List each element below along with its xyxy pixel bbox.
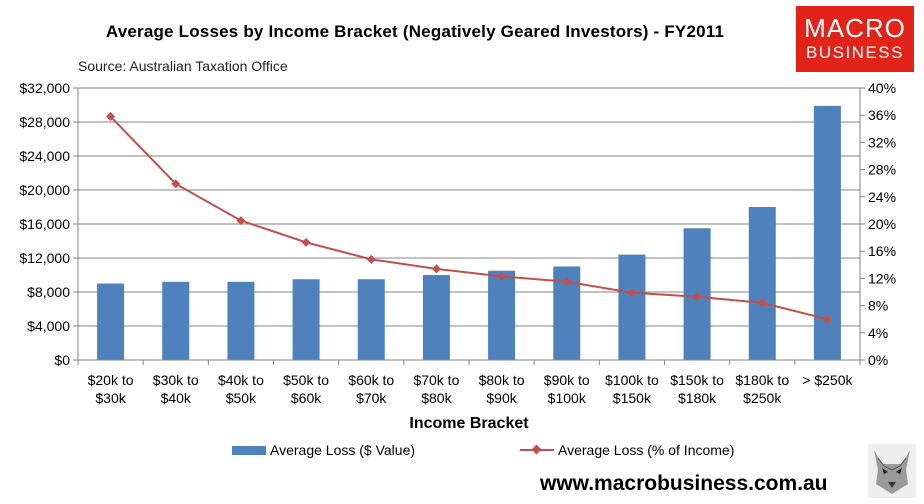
line-point	[497, 271, 507, 281]
legend-item-bar: Average Loss ($ Value)	[232, 442, 415, 458]
x-tick-label-line1: $70k to	[413, 372, 459, 388]
line-point	[562, 277, 572, 287]
wolf-mascot-icon	[868, 444, 916, 498]
y-left-tick-label: $24,000	[19, 148, 70, 164]
macrobusiness-logo: MACRO BUSINESS	[796, 6, 914, 72]
y-left-tick-label: $32,000	[19, 80, 70, 96]
x-tick-label-line1: $30k to	[153, 372, 199, 388]
x-tick-label-line2: $100k	[548, 390, 587, 406]
x-tick-label-line1: $20k to	[88, 372, 134, 388]
x-tick-label-line2: $70k	[356, 390, 387, 406]
chart-title: Average Losses by Income Bracket (Negati…	[105, 22, 725, 41]
legend-line-swatch	[520, 443, 554, 457]
bar	[618, 254, 646, 360]
legend-bar-label: Average Loss ($ Value)	[270, 442, 416, 458]
x-tick-label-line2: $30k	[95, 390, 126, 406]
legend-bar-swatch	[232, 445, 266, 455]
line-point	[757, 298, 767, 308]
x-tick-label-line1: $40k to	[218, 372, 264, 388]
bar	[357, 279, 385, 360]
y-left-tick-label: $20,000	[19, 182, 70, 198]
x-tick-label-line2: $250k	[743, 390, 782, 406]
y-left-tick-label: $16,000	[19, 216, 70, 232]
chart-legend: Average Loss ($ Value) Average Loss (% o…	[0, 442, 924, 462]
line-series	[109, 115, 828, 321]
bar	[292, 279, 320, 360]
y-right-tick-label: 36%	[868, 107, 896, 123]
x-tick-label-line2: $50k	[226, 390, 257, 406]
line-point	[822, 314, 832, 324]
x-tick-label-line1: $60k to	[348, 372, 394, 388]
line-point	[301, 237, 311, 247]
y-right-tick-label: 0%	[868, 352, 888, 368]
x-tick-label-line1: $80k to	[479, 372, 525, 388]
website-url: www.macrobusiness.com.au	[540, 472, 828, 495]
bar	[227, 281, 255, 360]
line-point	[171, 179, 181, 189]
chart-canvas: $0 $4,000 $8,000 $12,000 $16,000 $20,000 $24,0…	[19, 80, 896, 432]
line-point	[366, 254, 376, 264]
bar	[162, 281, 190, 360]
x-axis-title: Income Bracket	[409, 415, 529, 432]
y-left-tick-label: $12,000	[19, 250, 70, 266]
x-tick-label-line2: $180k	[678, 390, 717, 406]
y-left-tick-label: $0	[54, 352, 70, 368]
bar	[488, 270, 516, 360]
y-right-tick-label: 28%	[868, 162, 896, 178]
y-right-tick-label: 12%	[868, 270, 896, 286]
logo-line1: MACRO	[804, 13, 906, 43]
chart-source: Source: Australian Taxation Office	[78, 58, 288, 74]
x-tick-label-line1: $180k to	[735, 372, 789, 388]
x-tick-label-line2: $80k	[421, 390, 452, 406]
y-right-tick-label: 32%	[868, 134, 896, 150]
y-left-tick-label: $8,000	[27, 284, 70, 300]
y-right-tick-label: 8%	[868, 298, 888, 314]
line-point	[431, 264, 441, 274]
logo-line2: BUSINESS	[806, 43, 904, 62]
legend-item-line: Average Loss (% of Income)	[520, 442, 734, 458]
y-right-tick-label: 40%	[868, 80, 896, 96]
y-left-tick-label: $28,000	[19, 114, 70, 130]
x-tick-label-line2: $150k	[613, 390, 652, 406]
x-tick-label-line1: $150k to	[670, 372, 724, 388]
y-left-tick-label: $4,000	[27, 318, 70, 334]
y-right-tick-label: 4%	[868, 325, 888, 341]
x-tick-label-line1: $50k to	[283, 372, 329, 388]
x-tick-label-line1: $100k to	[605, 372, 659, 388]
bar	[97, 283, 125, 360]
x-tick-label-line1: $90k to	[544, 372, 590, 388]
line-point	[627, 288, 637, 298]
x-tick-label-line2: $40k	[161, 390, 192, 406]
x-tick-label-line2: $60k	[291, 390, 322, 406]
line-point	[106, 112, 116, 122]
line-point	[692, 292, 702, 302]
line-point	[236, 216, 246, 226]
x-tick-label-line2: $90k	[486, 390, 517, 406]
y-right-tick-label: 20%	[868, 216, 896, 232]
bar	[748, 207, 776, 360]
y-right-tick-label: 24%	[868, 189, 896, 205]
legend-line-label: Average Loss (% of Income)	[558, 442, 735, 458]
x-tick-label-line1: > $250k	[802, 372, 853, 388]
bar	[422, 275, 450, 360]
y-right-tick-label: 16%	[868, 243, 896, 259]
